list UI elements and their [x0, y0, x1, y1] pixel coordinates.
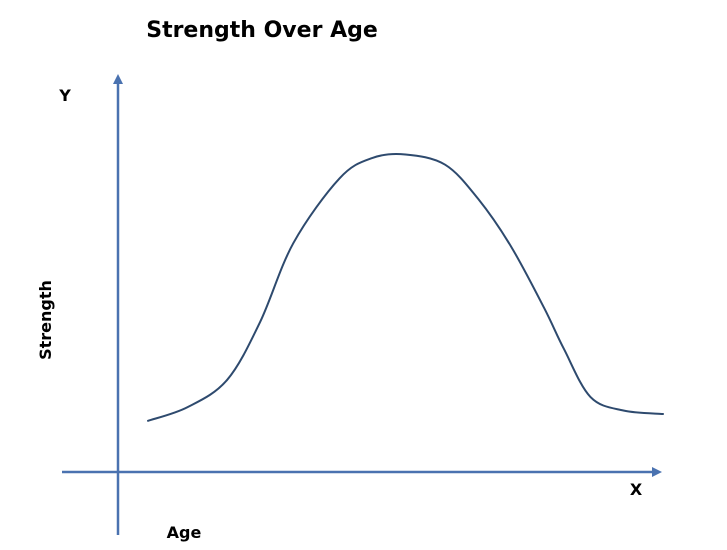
x-axis-label: Age: [167, 523, 202, 542]
y-axis-arrowhead: [113, 74, 123, 84]
y-axis-label: Strength: [36, 280, 55, 360]
axes: [62, 74, 662, 535]
series-line-0: [147, 152, 664, 422]
series-layer: [147, 152, 664, 422]
y-axis-letter: Y: [58, 86, 71, 105]
x-axis-arrowhead: [652, 467, 662, 477]
chart-title: Strength Over Age: [146, 18, 378, 43]
x-axis-letter: X: [630, 480, 643, 499]
